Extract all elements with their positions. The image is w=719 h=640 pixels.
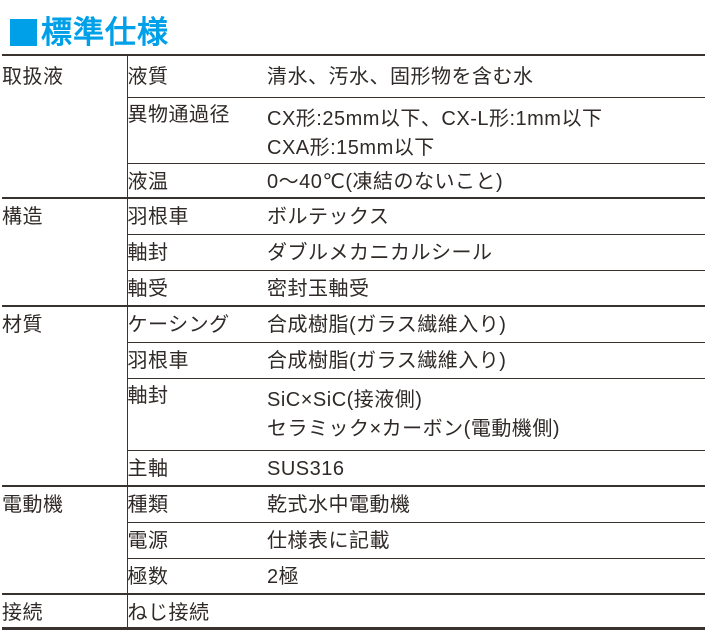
spec-label-cell: 羽根車: [127, 341, 267, 378]
spec-value-cell: 清水、汚水、固形物を含む水: [267, 66, 534, 88]
table-row: 液温 0〜40℃(凍結のないこと): [2, 162, 705, 198]
spec-value-cell: 密封玉軸受: [267, 269, 705, 306]
table-row: 材質 ケーシング 合成樹脂(ガラス繊維入り): [2, 305, 705, 486]
spec-value-line: CXA形:15mm以下: [267, 136, 435, 159]
table-row: 接続 ねじ接続: [2, 593, 705, 628]
category-cell: 取扱液: [2, 55, 128, 198]
category-cell: 構造: [2, 197, 128, 306]
table-row: 軸封 SiC×SiC(接液側) セラミック×カーボン(電動機側): [2, 377, 705, 450]
spec-value-cell: 2極: [267, 557, 705, 594]
table-row: 主軸 SUS316: [2, 449, 705, 486]
table-row: 電動機 種類 乾式水中電動機: [2, 485, 705, 594]
spec-table: 取扱液 液質 清水、汚水、固形物を含む水 異物通過径 CX形:25mm以下、CX…: [2, 54, 705, 630]
spec-label-cell: 主軸: [127, 449, 267, 486]
spec-page: 標準仕様 取扱液 液質 清水、汚水、固形物を含む水 異物通過径 CX形:25mm…: [0, 14, 719, 630]
page-title: 標準仕様: [10, 14, 719, 50]
spec-value-cell: CX形:25mm以下、CX-L形:1mm以下 CXA形:15mm以下: [267, 96, 705, 163]
spec-label-cell: 極数: [127, 557, 267, 594]
spec-value-cell: SiC×SiC(接液側) セラミック×カーボン(電動機側): [267, 377, 705, 450]
table-row: 極数 2極: [2, 557, 705, 594]
spec-label-cell: 種類: [127, 485, 267, 522]
table-row: 羽根車 合成樹脂(ガラス繊維入り): [2, 341, 705, 378]
category-cell: 電動機: [2, 485, 128, 594]
spec-value-cell: ねじ接続: [127, 593, 705, 628]
spec-value-cell: 乾式水中電動機: [267, 485, 705, 522]
spec-label-cell: ケーシング: [127, 305, 267, 342]
spec-label-cell: 液質: [127, 66, 169, 88]
table-row: 軸受 密封玉軸受: [2, 269, 705, 306]
spec-value-cell: 仕様表に記載: [267, 521, 705, 558]
table-row: 電源 仕様表に記載: [2, 521, 705, 558]
title-square-icon: [10, 18, 37, 46]
spec-value-cell: ダブルメカニカルシール: [267, 233, 705, 270]
spec-value-line: SiC×SiC(接液側): [267, 388, 423, 411]
spec-label-cell: 電源: [127, 521, 267, 558]
category-cell: 接続: [2, 593, 128, 628]
spec-value-line: セラミック×カーボン(電動機側): [267, 417, 560, 440]
spec-value-cell: ボルテックス: [267, 197, 705, 234]
table-row: 軸封 ダブルメカニカルシール: [2, 233, 705, 270]
spec-label-cell: 羽根車: [127, 197, 267, 234]
spec-label-cell: 軸封: [127, 233, 267, 270]
spec-label-cell: 軸封: [127, 377, 267, 450]
spec-value-cell: 0〜40℃(凍結のないこと): [267, 162, 705, 198]
spec-value-cell: 合成樹脂(ガラス繊維入り): [267, 341, 705, 378]
table-row: 構造 羽根車 ボルテックス: [2, 197, 705, 306]
spec-value-line: CX形:25mm以下、CX-L形:1mm以下: [267, 107, 603, 130]
spec-label-cell: 軸受: [127, 269, 267, 306]
spec-value-cell: 合成樹脂(ガラス繊維入り): [267, 305, 705, 342]
spec-label-cell: 異物通過径: [127, 96, 267, 163]
table-row: 異物通過径 CX形:25mm以下、CX-L形:1mm以下 CXA形:15mm以下: [2, 96, 705, 163]
spec-label-cell: 液温: [127, 162, 267, 198]
page-title-text: 標準仕様: [41, 14, 169, 50]
spec-value-cell: SUS316: [267, 449, 705, 486]
table-row: 取扱液 液質 清水、汚水、固形物を含む水: [2, 55, 705, 198]
category-cell: 材質: [2, 305, 128, 486]
